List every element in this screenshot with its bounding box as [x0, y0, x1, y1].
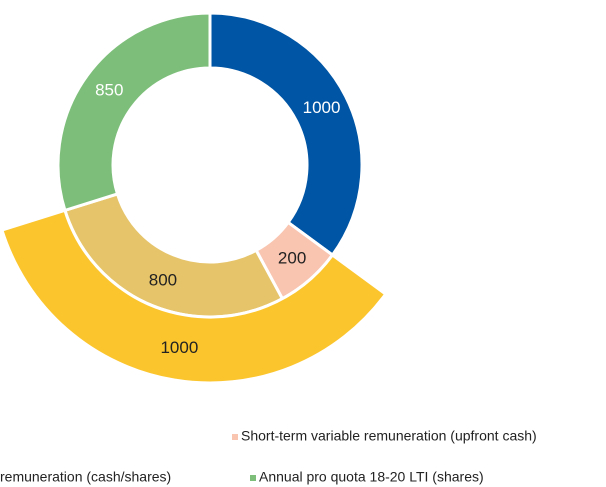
segment-label: 200: [278, 249, 306, 268]
segment-label: 850: [95, 80, 123, 99]
legend-label: Short-term variable remuneration (upfron…: [241, 428, 537, 444]
legend-marker: [250, 475, 256, 481]
segment-label: 1000: [303, 98, 341, 117]
outer-segment: [0, 208, 388, 385]
donut-segment: [208, 11, 364, 258]
segment-label: 1000: [160, 338, 198, 357]
legend-label: Annual pro quota 18-20 LTI (shares): [259, 469, 484, 485]
segment-label: 800: [149, 270, 177, 289]
legend-marker: [232, 434, 238, 440]
legend-label: remuneration (cash/shares): [0, 469, 171, 485]
donut-segment: [56, 11, 212, 213]
